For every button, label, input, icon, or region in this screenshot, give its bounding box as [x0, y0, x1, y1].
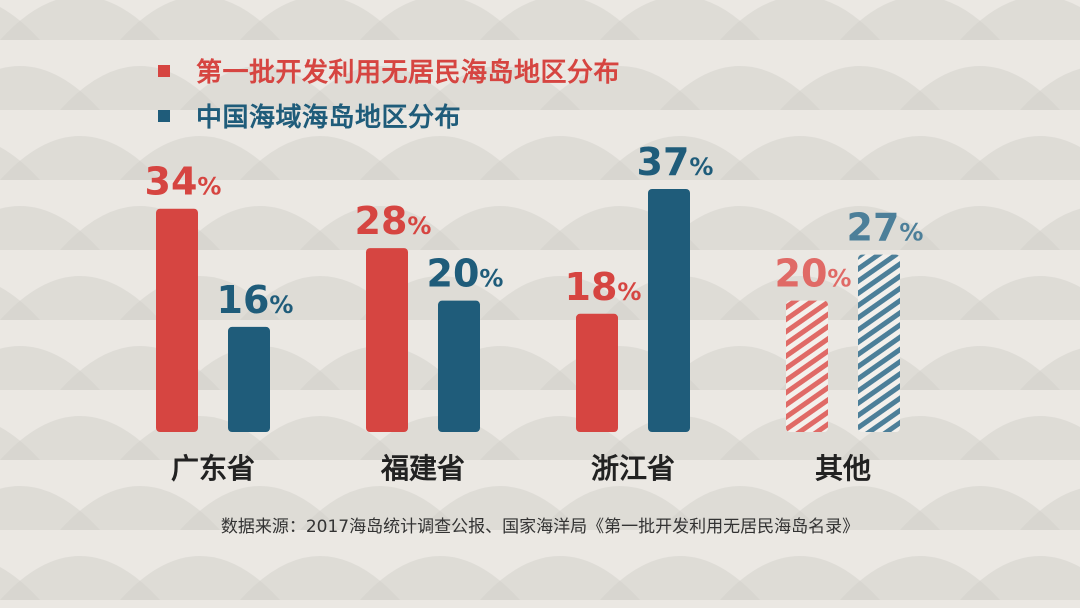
- category-label-3: 其他: [815, 452, 871, 485]
- mountain-shape: [240, 276, 400, 320]
- mountain-shape: [240, 136, 400, 180]
- mountain-shape: [60, 66, 220, 110]
- mountain-shape: [0, 136, 160, 180]
- bar-series2-0: [228, 326, 270, 432]
- category-label-2: 浙江省: [591, 452, 675, 485]
- mountain-shape: [780, 66, 940, 110]
- mountain-shape: [1020, 488, 1080, 530]
- mountain-shape: [480, 276, 640, 320]
- mountain-shape: [960, 0, 1080, 40]
- mountain-shape: [780, 206, 940, 250]
- legend-swatch-series2: [158, 109, 170, 122]
- mountain-shape: [840, 556, 1000, 600]
- value-label-series1-1: 28%: [355, 199, 432, 243]
- mountain-shape: [1020, 208, 1080, 250]
- mountain-shape: [600, 0, 760, 40]
- legend-label-series1: 第一批开发利用无居民海岛地区分布: [196, 58, 621, 88]
- mountain-shape: [0, 276, 160, 320]
- mountain-shape: [660, 346, 820, 390]
- bar-series1-0: [156, 208, 198, 432]
- mountain-shape: [120, 136, 280, 180]
- mountain-shape: [660, 206, 820, 250]
- mountain-shape: [960, 416, 1080, 460]
- mountain-shape: [120, 0, 280, 40]
- mountain-shape: [360, 556, 520, 600]
- value-label-series2-0: 16%: [217, 278, 294, 322]
- mountain-shape: [840, 0, 1000, 40]
- mountain-shape: [0, 556, 160, 600]
- mountain-shape: [300, 206, 460, 250]
- mountain-shape: [420, 206, 580, 250]
- mountain-shape: [900, 206, 1060, 250]
- mountain-shape: [420, 486, 580, 530]
- mountain-shape: [900, 66, 1060, 110]
- mountain-shape: [480, 0, 640, 40]
- mountain-shape: [720, 276, 880, 320]
- mountain-shape: [240, 416, 400, 460]
- bar-series2-1: [438, 300, 480, 432]
- mountain-shape: [180, 66, 340, 110]
- mountain-shape: [240, 556, 400, 600]
- legend-item-series1: 第一批开发利用无居民海岛地区分布: [158, 52, 620, 89]
- bar-series2-2: [648, 189, 690, 432]
- mountain-shape: [300, 486, 460, 530]
- mountain-shape: [240, 0, 400, 40]
- mountain-shape: [960, 136, 1080, 180]
- value-label-series2-1: 20%: [427, 252, 504, 296]
- mountain-shape: [60, 486, 220, 530]
- mountain-shape: [300, 66, 460, 110]
- mountain-shape: [120, 556, 280, 600]
- value-label-series1-0: 34%: [145, 160, 222, 204]
- mountain-shape: [540, 486, 700, 530]
- value-label-series2-3: 27%: [847, 206, 924, 250]
- mountain-shape: [960, 556, 1080, 600]
- legend-item-series2: 中国海域海岛地区分布: [158, 97, 461, 134]
- mountain-shape: [900, 486, 1060, 530]
- legend-label-series2: 中国海域海岛地区分布: [196, 103, 462, 133]
- value-label-series2-2: 37%: [637, 140, 714, 184]
- mountain-shape: [1020, 68, 1080, 110]
- mountain-shape: [720, 556, 880, 600]
- mountain-shape: [600, 556, 760, 600]
- mountain-shape: [900, 346, 1060, 390]
- bar-series1-3: [786, 300, 828, 432]
- mountain-shape: [1020, 348, 1080, 390]
- bar-series1-2: [576, 313, 618, 432]
- category-label-0: 广东省: [171, 452, 255, 485]
- mountain-shape: [600, 136, 760, 180]
- mountain-shape: [180, 206, 340, 250]
- bar-series1-1: [366, 248, 408, 432]
- mountain-shape: [780, 486, 940, 530]
- mountain-shape: [420, 66, 580, 110]
- mountain-shape: [660, 486, 820, 530]
- source-note: 数据来源：2017海岛统计调查公报、国家海洋局《第一批开发利用无居民海岛名录》: [220, 517, 860, 537]
- mountain-shape: [360, 136, 520, 180]
- mountain-shape: [720, 0, 880, 40]
- mountain-shape: [0, 416, 160, 460]
- mountain-shape: [960, 276, 1080, 320]
- mountain-shape: [360, 0, 520, 40]
- mountain-shape: [840, 136, 1000, 180]
- bar-series2-3: [858, 254, 900, 432]
- mountain-shape: [660, 66, 820, 110]
- category-label-1: 福建省: [380, 452, 465, 485]
- mountain-shape: [480, 136, 640, 180]
- mountain-shape: [480, 556, 640, 600]
- mountain-shape: [600, 416, 760, 460]
- mountain-shape: [720, 136, 880, 180]
- value-label-series1-2: 18%: [565, 265, 642, 309]
- mountain-shape: [720, 416, 880, 460]
- legend-swatch-series1: [158, 64, 170, 77]
- mountain-shape: [0, 0, 160, 40]
- mountain-shape: [540, 66, 700, 110]
- value-label-series1-3: 20%: [775, 252, 852, 296]
- mountain-shape: [180, 486, 340, 530]
